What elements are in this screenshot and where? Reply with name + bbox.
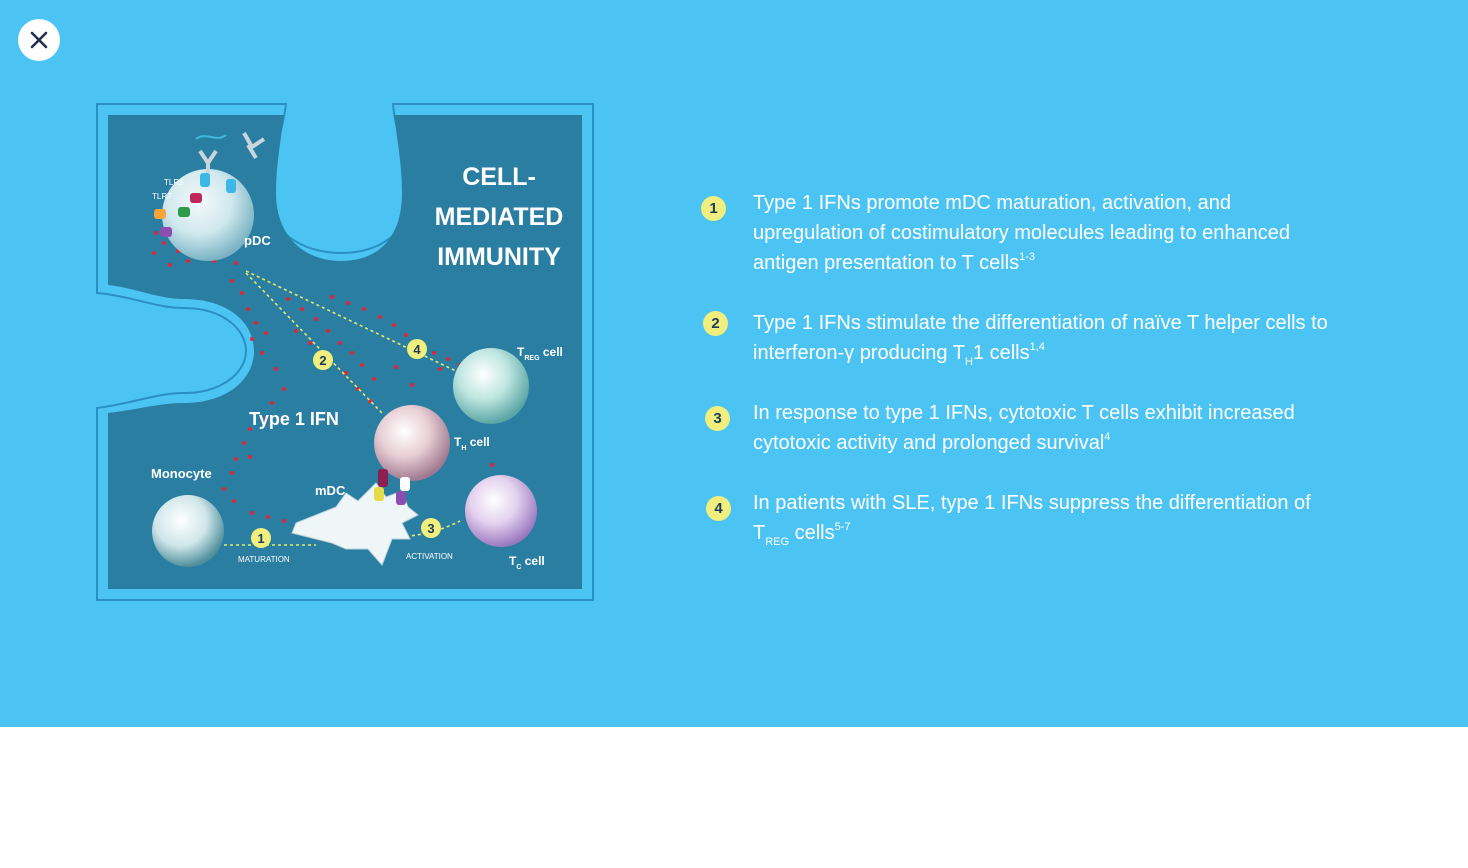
pdc-label: pDC [244,233,271,248]
svg-text:1: 1 [257,531,264,546]
treg-cell [453,348,529,424]
list-item-text: Type 1 IFNs promote mDC maturation, acti… [753,192,1291,274]
diagram-title-line-1: CELL- [462,163,536,191]
step-badge-3: 3 [705,406,730,431]
tc-cell-label: TC cell [509,554,545,571]
step-badge-2: 2 [703,311,728,336]
monocyte-label: Monocyte [151,466,212,481]
ifn-dots [152,231,500,529]
th-cell-label: TH cell [454,435,490,452]
step-badge-4: 4 [706,496,731,521]
list-item: 3 In response to type 1 IFNs, cytotoxic … [700,398,1340,488]
tc-cell [465,475,537,547]
step-marker-4: 4 [407,339,427,359]
svg-text:3: 3 [427,521,434,536]
immunity-puzzle-diagram: CELL- MEDIATED IMMUNITY [96,103,594,601]
mechanism-list: 1 Type 1 IFNs promote mDC maturation, ac… [700,188,1340,578]
mdc-label: mDC [315,483,346,498]
receptor-tlr9-label: TLR9 [164,178,184,187]
step-badge-1: 1 [701,196,726,221]
list-item: 4 In patients with SLE, type 1 IFNs supp… [700,488,1340,578]
treg-cell-label: TREG cell [517,345,563,362]
step-marker-2: 2 [313,350,333,370]
receptor-tlr7-label: TLR7 [152,192,172,201]
close-button[interactable] [18,19,60,61]
svg-text:2: 2 [319,353,326,368]
mdc-cell [291,469,419,566]
modal-panel: CELL- MEDIATED IMMUNITY [0,0,1468,727]
list-item: 2 Type 1 IFNs stimulate the differentiat… [700,308,1340,398]
activation-label: ACTIVATION [406,552,453,561]
monocyte-cell [152,495,224,567]
list-item: 1 Type 1 IFNs promote mDC maturation, ac… [700,188,1340,308]
close-icon [30,31,48,49]
maturation-label: MATURATION [238,555,290,564]
pdc-cell [154,132,266,261]
list-item-text: Type 1 IFNs stimulate the differentiatio… [753,312,1328,368]
diagram-title-line-2: MEDIATED [435,203,564,231]
list-item-text: In patients with SLE, type 1 IFNs suppre… [753,492,1311,548]
list-item-text: In response to type 1 IFNs, cytotoxic T … [753,402,1295,454]
step-marker-1: 1 [251,528,271,548]
type1-ifn-label: Type 1 IFN [249,409,339,429]
svg-text:4: 4 [413,342,421,357]
diagram-title-line-3: IMMUNITY [437,243,561,271]
step-marker-3: 3 [421,518,441,538]
th-cell [374,405,450,481]
